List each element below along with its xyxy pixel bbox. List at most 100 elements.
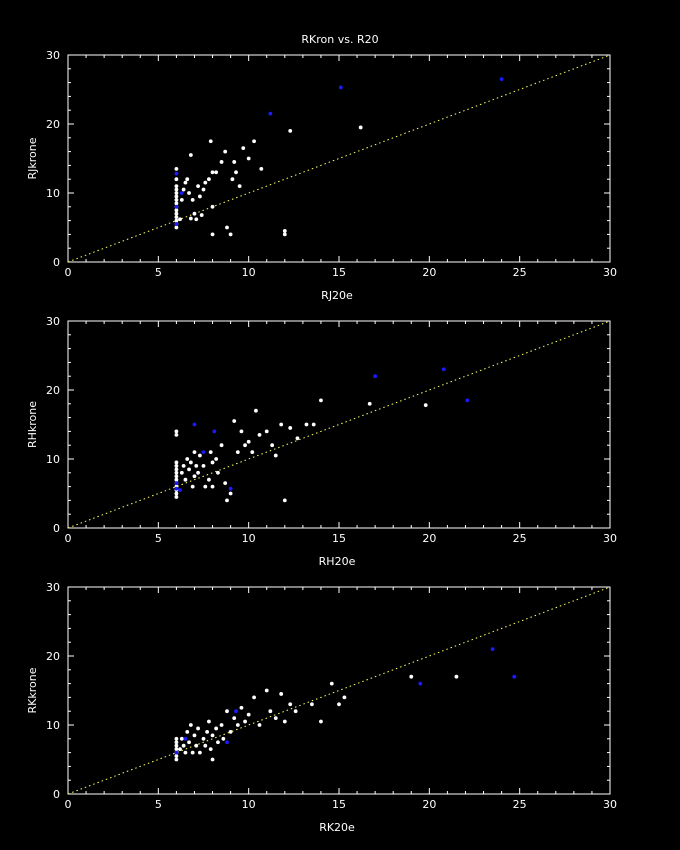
white-data-point bbox=[207, 719, 211, 724]
y-tick-label: 10 bbox=[46, 719, 60, 732]
white-data-point bbox=[197, 194, 202, 199]
white-data-point bbox=[203, 484, 208, 489]
white-data-point bbox=[423, 403, 428, 408]
white-data-point bbox=[190, 750, 195, 755]
white-data-point bbox=[329, 681, 334, 686]
white-data-point bbox=[239, 705, 244, 710]
x-tick-label: 5 bbox=[155, 532, 162, 545]
white-data-point bbox=[230, 177, 235, 182]
white-data-point bbox=[188, 216, 193, 221]
white-data-point bbox=[237, 184, 242, 189]
y-tick-label: 30 bbox=[46, 49, 60, 62]
white-data-point bbox=[279, 422, 284, 427]
y-tick-label: 20 bbox=[46, 384, 60, 397]
white-data-point bbox=[174, 477, 179, 482]
white-data-point bbox=[319, 398, 323, 403]
white-data-point bbox=[210, 170, 215, 175]
white-data-point bbox=[243, 719, 247, 724]
chart-title: RKron vs. R20 bbox=[301, 33, 378, 46]
white-data-point bbox=[174, 218, 179, 223]
white-data-point bbox=[190, 198, 195, 202]
y-axis-label: RKkrone bbox=[26, 667, 39, 713]
white-data-point bbox=[228, 491, 233, 496]
white-data-point bbox=[252, 695, 256, 700]
white-data-point bbox=[219, 160, 224, 164]
blue-data-point bbox=[338, 85, 343, 90]
x-tick-label: 0 bbox=[65, 798, 72, 811]
blue-data-point bbox=[268, 111, 273, 116]
blue-data-point bbox=[373, 374, 378, 379]
white-data-point bbox=[228, 232, 233, 237]
blue-data-point bbox=[174, 171, 179, 176]
white-data-point bbox=[273, 453, 278, 458]
white-data-point bbox=[179, 736, 184, 741]
white-data-point bbox=[234, 170, 238, 175]
white-data-point bbox=[174, 464, 179, 468]
white-data-point bbox=[174, 736, 179, 741]
white-data-point bbox=[185, 457, 190, 461]
y-axis-label: RHkrone bbox=[26, 401, 39, 448]
white-data-point bbox=[214, 170, 219, 175]
white-data-point bbox=[174, 215, 179, 220]
x-tick-label: 0 bbox=[65, 266, 72, 279]
white-data-point bbox=[223, 481, 228, 486]
white-data-point bbox=[196, 184, 200, 189]
blue-data-point bbox=[490, 647, 495, 651]
white-data-point bbox=[174, 495, 179, 499]
x-tick-label: 15 bbox=[332, 798, 346, 811]
white-data-point bbox=[214, 457, 219, 461]
white-data-point bbox=[342, 695, 347, 700]
white-data-point bbox=[216, 740, 220, 745]
blue-data-point bbox=[174, 481, 179, 486]
white-data-point bbox=[174, 467, 179, 472]
white-data-point bbox=[257, 432, 262, 437]
x-tick-label: 20 bbox=[422, 266, 436, 279]
white-data-point bbox=[181, 464, 186, 468]
x-tick-label: 25 bbox=[513, 532, 527, 545]
white-data-point bbox=[194, 743, 199, 748]
white-data-point bbox=[174, 191, 179, 195]
white-data-point bbox=[225, 225, 229, 230]
white-data-point bbox=[268, 709, 273, 714]
x-tick-label: 5 bbox=[155, 798, 162, 811]
white-data-point bbox=[311, 422, 316, 427]
blue-data-point bbox=[183, 736, 188, 741]
white-data-point bbox=[174, 177, 179, 182]
white-data-point bbox=[243, 443, 247, 448]
white-data-point bbox=[232, 160, 237, 164]
white-data-point bbox=[239, 429, 244, 434]
white-data-point bbox=[319, 719, 323, 724]
x-tick-label: 30 bbox=[603, 266, 617, 279]
white-data-point bbox=[174, 460, 179, 465]
white-data-point bbox=[174, 743, 179, 748]
white-data-point bbox=[235, 723, 240, 727]
scatter-panel-2: 0 5 10 15 20 25 30 0 10 20 30 RH20e RHkrone bbox=[26, 315, 617, 568]
white-data-point bbox=[174, 198, 179, 202]
white-data-point bbox=[264, 429, 269, 434]
x-tick-label: 10 bbox=[242, 266, 256, 279]
white-data-point bbox=[246, 439, 251, 444]
white-data-point bbox=[232, 716, 237, 720]
white-data-point bbox=[228, 730, 233, 734]
white-data-point bbox=[288, 426, 293, 430]
white-data-point bbox=[235, 450, 240, 454]
white-data-point bbox=[188, 153, 193, 157]
scatter-panel-3: 0 5 10 15 20 25 30 0 10 20 30 RK20e RKkrone bbox=[26, 581, 617, 834]
white-data-point bbox=[225, 709, 229, 714]
white-data-point bbox=[310, 702, 314, 707]
white-data-point bbox=[197, 750, 202, 755]
blue-data-point bbox=[212, 429, 217, 434]
white-data-point bbox=[185, 177, 190, 182]
white-data-point bbox=[174, 470, 179, 475]
x-tick-label: 15 bbox=[332, 532, 346, 545]
white-data-point bbox=[174, 432, 179, 437]
white-data-point bbox=[181, 743, 186, 748]
white-data-point bbox=[288, 702, 293, 707]
white-data-point bbox=[192, 211, 197, 216]
x-tick-label: 10 bbox=[242, 798, 256, 811]
white-data-point bbox=[179, 198, 184, 202]
white-data-point bbox=[252, 139, 256, 144]
white-data-point bbox=[210, 232, 215, 237]
white-data-point bbox=[367, 401, 372, 406]
blue-data-point bbox=[465, 398, 470, 403]
